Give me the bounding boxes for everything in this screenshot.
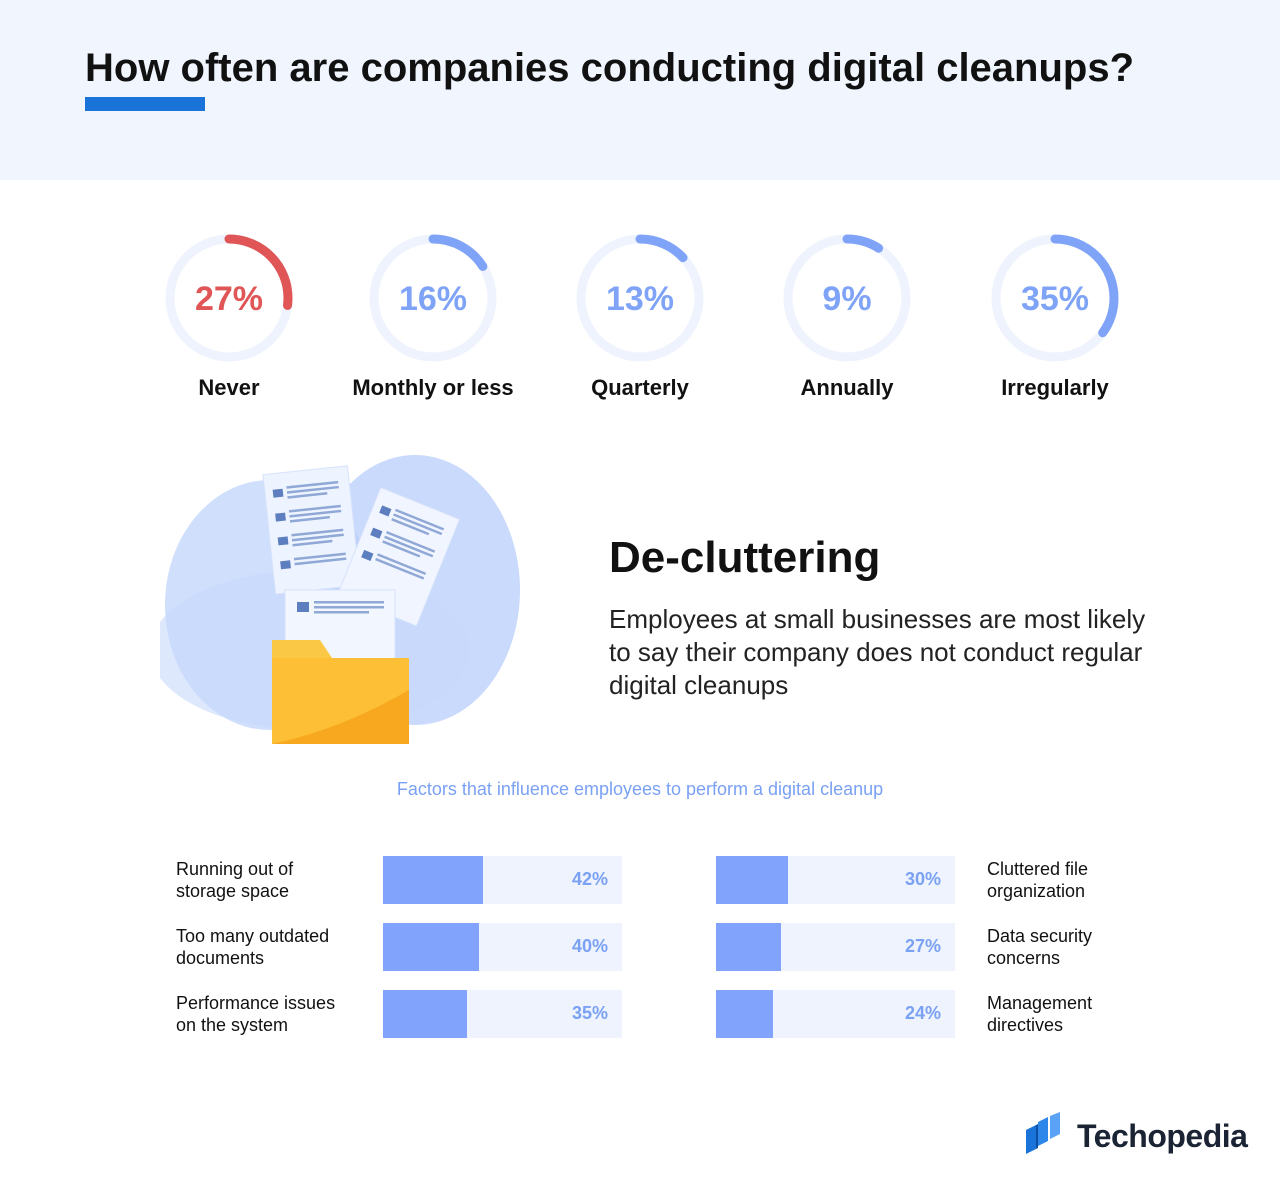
title-underline bbox=[85, 97, 205, 111]
factor-label-running-out-of-storage-space: Running out of storage space bbox=[176, 858, 376, 902]
ring-label-irregularly: Irregularly bbox=[1001, 375, 1109, 400]
factor-label-line: directives bbox=[987, 1015, 1064, 1035]
factor-label-line: Running out of bbox=[176, 859, 294, 879]
factor-label-line: Performance issues bbox=[176, 993, 336, 1013]
factor-bar-data-security-concerns bbox=[716, 923, 781, 971]
factor-bar-track-management-directives: 24% bbox=[716, 990, 955, 1038]
factor-value-too-many-outdated-documents: 40% bbox=[571, 936, 608, 956]
factor-value-data-security-concerns: 27% bbox=[904, 936, 941, 956]
factor-label-line: documents bbox=[176, 948, 265, 968]
factor-value-performance-issues-on-the-system: 35% bbox=[571, 1003, 608, 1023]
factor-bar-running-out-of-storage-space bbox=[383, 856, 484, 904]
section-description: Employees at small businesses are most l… bbox=[609, 604, 1146, 700]
ring-value-quarterly: 13% bbox=[606, 280, 674, 318]
factor-label-line: storage space bbox=[176, 881, 290, 901]
header-banner: How often are companies conducting digit… bbox=[0, 0, 1280, 180]
factor-bar-track-running-out-of-storage-space: 42% bbox=[383, 856, 622, 904]
factor-label-line: concerns bbox=[987, 948, 1061, 968]
factors-chart-title: Factors that influence employees to perf… bbox=[396, 779, 884, 799]
factor-label-management-directives: Management directives bbox=[987, 992, 1187, 1036]
brand-name: Techopedia bbox=[1077, 1118, 1248, 1154]
factor-label-line: on the system bbox=[176, 1015, 289, 1035]
ring-value-annually: 9% bbox=[822, 280, 871, 318]
documents-folder-illustration bbox=[160, 455, 520, 744]
factor-bar-track-data-security-concerns: 27% bbox=[716, 923, 955, 971]
techopedia-logo-icon bbox=[1026, 1112, 1060, 1154]
factor-label-line: Cluttered file bbox=[987, 859, 1089, 879]
factor-label-performance-issues-on-the-system: Performance issues on the system bbox=[176, 992, 376, 1036]
factor-value-cluttered-file-organization: 30% bbox=[904, 869, 941, 889]
ring-arc-irregularly bbox=[991, 234, 1119, 362]
page-title: How often are companies conducting digit… bbox=[85, 46, 1135, 90]
factor-label-line: Too many outdated bbox=[176, 926, 330, 946]
factor-label-line: Management bbox=[987, 993, 1093, 1013]
ring-value-never: 27% bbox=[195, 280, 263, 318]
factor-bar-track-cluttered-file-organization: 30% bbox=[716, 856, 955, 904]
factor-label-data-security-concerns: Data security concerns bbox=[987, 925, 1187, 969]
factor-label-line: organization bbox=[987, 881, 1086, 901]
factor-bar-management-directives bbox=[716, 990, 774, 1038]
frequency-rings-chart: 27% 16% 13% 9% 35% bbox=[165, 234, 1119, 362]
ring-label-quarterly: Quarterly bbox=[591, 375, 689, 400]
factor-bar-performance-issues-on-the-system bbox=[383, 990, 467, 1038]
factor-value-management-directives: 24% bbox=[904, 1003, 941, 1023]
ring-value-irregularly: 35% bbox=[1021, 280, 1089, 318]
factor-value-running-out-of-storage-space: 42% bbox=[571, 869, 608, 889]
ring-label-never: Never bbox=[198, 375, 260, 400]
ring-arc-quarterly bbox=[576, 234, 704, 362]
factor-bar-track-performance-issues-on-the-system: 35% bbox=[383, 990, 622, 1038]
ring-value-monthly-or-less: 16% bbox=[399, 280, 467, 318]
factor-label-line: Data security bbox=[987, 926, 1093, 946]
ring-label-annually: Annually bbox=[800, 375, 894, 400]
factor-bar-too-many-outdated-documents bbox=[383, 923, 479, 971]
factor-bar-track-too-many-outdated-documents: 40% bbox=[383, 923, 622, 971]
ring-arc-annually bbox=[783, 234, 911, 362]
section-title: De-cluttering bbox=[609, 533, 881, 582]
ring-label-monthly-or-less: Monthly or less bbox=[352, 375, 514, 400]
factor-label-too-many-outdated-documents: Too many outdated documents bbox=[176, 925, 376, 969]
ring-arc-monthly-or-less bbox=[369, 234, 497, 362]
factor-label-cluttered-file-organization: Cluttered file organization bbox=[987, 858, 1187, 902]
ring-arc-never bbox=[165, 234, 293, 362]
factor-bar-cluttered-file-organization bbox=[716, 856, 788, 904]
